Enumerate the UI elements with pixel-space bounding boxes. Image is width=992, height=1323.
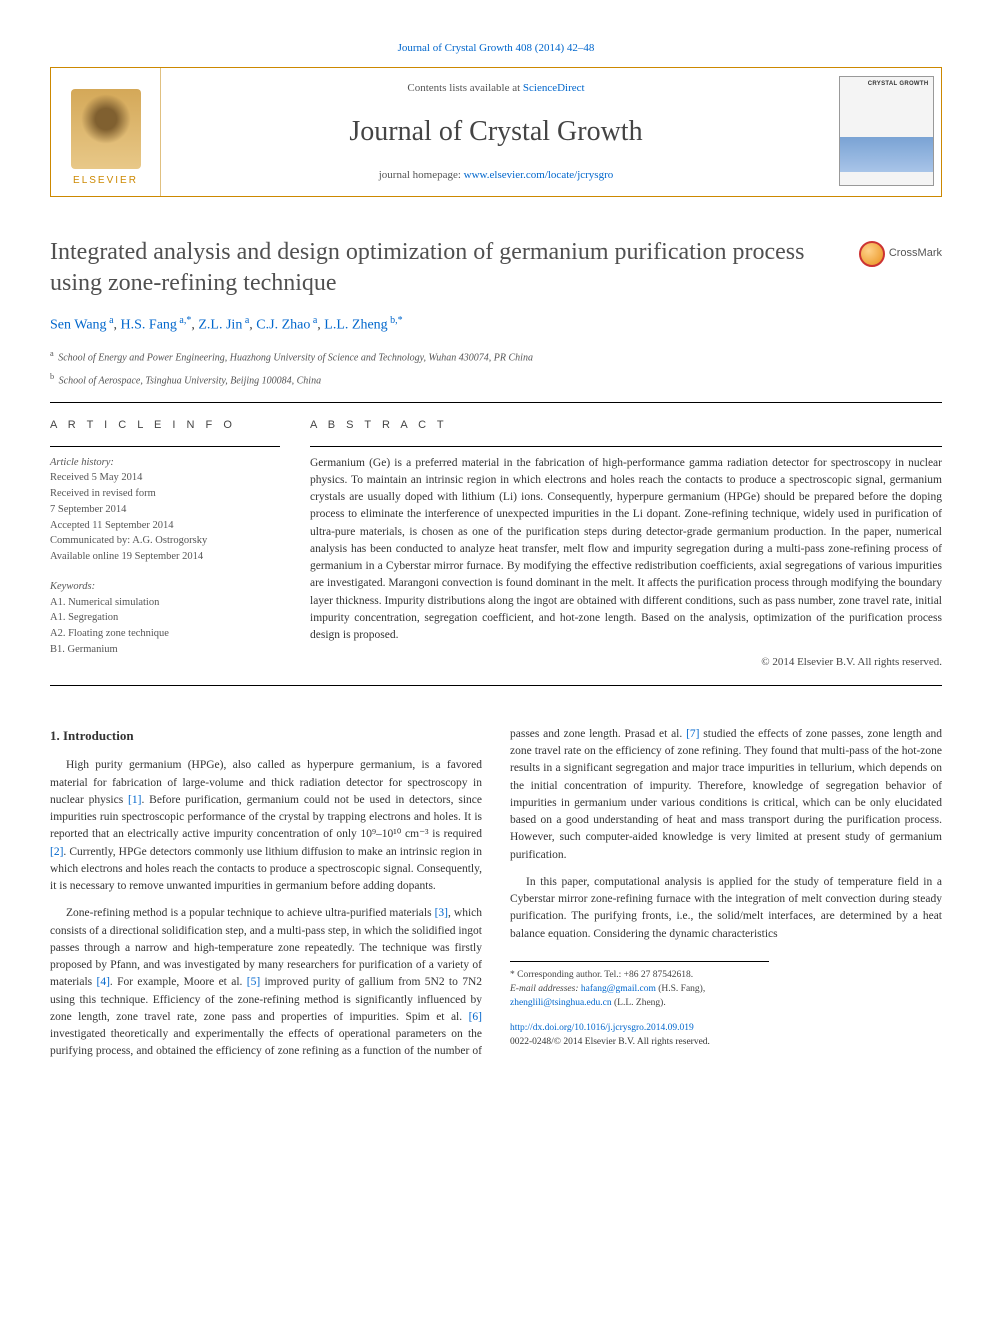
- crossmark-badge[interactable]: CrossMark: [859, 241, 942, 267]
- history-communicated: Communicated by: A.G. Ostrogorsky: [50, 533, 280, 549]
- elsevier-tree-icon: [71, 89, 141, 169]
- article-history: Article history: Received 5 May 2014 Rec…: [50, 455, 280, 565]
- aff-b-text: School of Aerospace, Tsinghua University…: [59, 375, 321, 386]
- aff-b-sup: b: [50, 372, 54, 381]
- publisher-cell: ELSEVIER: [51, 68, 161, 196]
- doi-link[interactable]: http://dx.doi.org/10.1016/j.jcrysgro.201…: [510, 1023, 694, 1033]
- keyword-3: A2. Floating zone technique: [50, 626, 280, 642]
- crossmark-label: CrossMark: [889, 246, 942, 260]
- author-1[interactable]: Sen Wang: [50, 318, 107, 333]
- affiliation-a: a School of Energy and Power Engineering…: [50, 348, 942, 365]
- crossmark-icon: [859, 241, 885, 267]
- article-title-text: Integrated analysis and design optimizat…: [50, 239, 804, 296]
- ref-3[interactable]: [3]: [435, 907, 448, 919]
- aff-a-sup: a: [50, 349, 54, 358]
- info-rule: [50, 446, 280, 447]
- homepage-link[interactable]: www.elsevier.com/locate/jcrysgro: [464, 169, 614, 181]
- keyword-4: B1. Germanium: [50, 642, 280, 658]
- email-1-who: (H.S. Fang),: [656, 984, 705, 994]
- top-citation-link[interactable]: Journal of Crystal Growth 408 (2014) 42–…: [398, 42, 595, 54]
- author-3-aff: a: [242, 315, 249, 326]
- cover-cell: CRYSTAL GROWTH: [831, 68, 941, 196]
- ref-7[interactable]: [7]: [686, 728, 699, 740]
- top-citation: Journal of Crystal Growth 408 (2014) 42–…: [50, 40, 942, 57]
- email-2-who: (L.L. Zheng).: [612, 998, 666, 1008]
- cover-label: CRYSTAL GROWTH: [840, 77, 933, 97]
- email-2[interactable]: zhenglili@tsinghua.edu.cn: [510, 998, 612, 1008]
- homepage-line: journal homepage: www.elsevier.com/locat…: [379, 167, 614, 184]
- author-1-aff: a: [107, 315, 114, 326]
- ref-5[interactable]: [5]: [247, 976, 260, 988]
- aff-a-text: School of Energy and Power Engineering, …: [58, 352, 533, 363]
- author-2-aff: a,*: [177, 315, 191, 326]
- masthead: ELSEVIER Contents lists available at Sci…: [50, 67, 942, 197]
- author-5-aff: b,*: [388, 315, 403, 326]
- masthead-center: Contents lists available at ScienceDirec…: [161, 68, 831, 196]
- history-revised-1: Received in revised form: [50, 486, 280, 502]
- author-4[interactable]: C.J. Zhao: [256, 318, 310, 333]
- journal-name: Journal of Crystal Growth: [349, 111, 642, 153]
- issn-line: 0022-0248/© 2014 Elsevier B.V. All right…: [510, 1035, 942, 1049]
- history-online: Available online 19 September 2014: [50, 549, 280, 565]
- abstract-text: Germanium (Ge) is a preferred material i…: [310, 455, 942, 645]
- history-received: Received 5 May 2014: [50, 470, 280, 486]
- p1c: . Currently, HPGe detectors commonly use…: [50, 846, 482, 893]
- authors-line: Sen Wang a, H.S. Fang a,*, Z.L. Jin a, C…: [50, 313, 942, 336]
- history-label: Article history:: [50, 455, 280, 471]
- abstract-rule: [310, 446, 942, 447]
- affiliation-b: b School of Aerospace, Tsinghua Universi…: [50, 371, 942, 388]
- journal-cover-thumb[interactable]: CRYSTAL GROWTH: [839, 76, 934, 186]
- article-info-head: A R T I C L E I N F O: [50, 417, 280, 434]
- contents-prefix: Contents lists available at: [407, 82, 522, 94]
- publisher-name: ELSEVIER: [73, 173, 138, 188]
- abstract-col: A B S T R A C T Germanium (Ge) is a pref…: [310, 417, 942, 671]
- ref-2[interactable]: [2]: [50, 846, 63, 858]
- intro-p4: In this paper, computational analysis is…: [510, 874, 942, 943]
- keywords-label: Keywords:: [50, 579, 280, 595]
- ref-4[interactable]: [4]: [96, 976, 109, 988]
- cover-band: [840, 137, 933, 172]
- body-text: 1. Introduction High purity germanium (H…: [50, 726, 942, 1061]
- info-abstract-row: A R T I C L E I N F O Article history: R…: [50, 417, 942, 671]
- keywords-list: A1. Numerical simulation A1. Segregation…: [50, 595, 280, 658]
- article-title: Integrated analysis and design optimizat…: [50, 237, 942, 299]
- abstract-copyright: © 2014 Elsevier B.V. All rights reserved…: [310, 654, 942, 671]
- keyword-1: A1. Numerical simulation: [50, 595, 280, 611]
- ref-6[interactable]: [6]: [469, 1011, 482, 1023]
- rule-bottom: [50, 685, 942, 686]
- author-3[interactable]: Z.L. Jin: [198, 318, 242, 333]
- email-label: E-mail addresses:: [510, 984, 581, 994]
- author-2[interactable]: H.S. Fang: [121, 318, 177, 333]
- p2a: Zone-refining method is a popular techni…: [66, 907, 435, 919]
- email-line: E-mail addresses: hafang@gmail.com (H.S.…: [510, 982, 769, 996]
- p3e: studied the effects of zone passes, zone…: [510, 728, 942, 861]
- corr-author-line: * Corresponding author. Tel.: +86 27 875…: [510, 968, 769, 982]
- email-1[interactable]: hafang@gmail.com: [581, 984, 656, 994]
- history-accepted: Accepted 11 September 2014: [50, 518, 280, 534]
- section-1-heading: 1. Introduction: [50, 726, 482, 746]
- doi-block: http://dx.doi.org/10.1016/j.jcrysgro.201…: [510, 1021, 942, 1050]
- rule-top: [50, 402, 942, 403]
- email-line-2: zhenglili@tsinghua.edu.cn (L.L. Zheng).: [510, 996, 769, 1010]
- history-revised-2: 7 September 2014: [50, 502, 280, 518]
- article-info-col: A R T I C L E I N F O Article history: R…: [50, 417, 280, 671]
- intro-p1: High purity germanium (HPGe), also calle…: [50, 757, 482, 895]
- homepage-prefix: journal homepage:: [379, 169, 464, 181]
- sciencedirect-link[interactable]: ScienceDirect: [523, 82, 585, 94]
- ref-1[interactable]: [1]: [128, 794, 141, 806]
- p3b: . For example, Moore et al.: [110, 976, 247, 988]
- author-5[interactable]: L.L. Zheng: [324, 318, 387, 333]
- abstract-head: A B S T R A C T: [310, 417, 942, 434]
- keyword-2: A1. Segregation: [50, 610, 280, 626]
- elsevier-logo[interactable]: ELSEVIER: [61, 78, 151, 188]
- author-4-aff: a: [310, 315, 317, 326]
- contents-line: Contents lists available at ScienceDirec…: [407, 80, 584, 97]
- corresponding-footnote: * Corresponding author. Tel.: +86 27 875…: [510, 961, 769, 1011]
